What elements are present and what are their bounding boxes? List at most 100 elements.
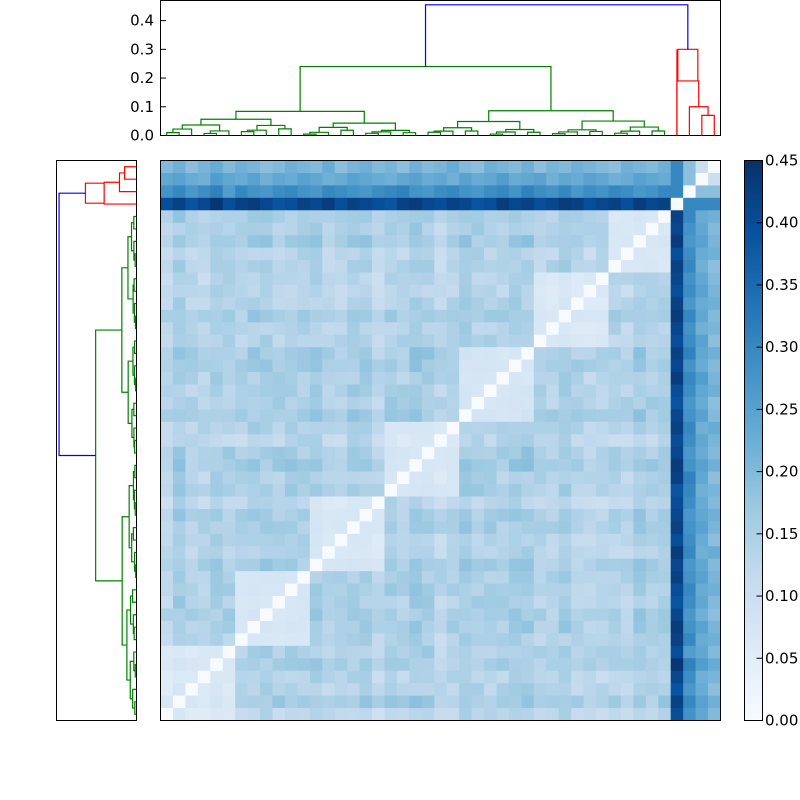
heatmap-cell bbox=[322, 160, 336, 174]
heatmap-cell bbox=[645, 235, 659, 249]
heatmap-cell bbox=[708, 272, 721, 286]
heatmap-cell bbox=[645, 620, 659, 634]
heatmap-cell bbox=[197, 185, 211, 199]
heatmap-cell bbox=[446, 434, 460, 448]
heatmap-cell bbox=[384, 633, 398, 647]
heatmap-cell bbox=[384, 235, 398, 249]
heatmap-cell bbox=[533, 359, 547, 373]
heatmap-cell bbox=[521, 583, 535, 597]
heatmap-cell bbox=[260, 596, 273, 609]
heatmap-cell bbox=[222, 347, 236, 361]
heatmap-cell bbox=[334, 459, 348, 473]
heatmap-cell bbox=[521, 210, 535, 224]
heatmap-cell bbox=[496, 197, 510, 211]
heatmap-cell bbox=[172, 284, 186, 298]
heatmap-cell bbox=[508, 334, 522, 348]
heatmap-cell bbox=[359, 645, 373, 659]
heatmap-cell bbox=[396, 172, 410, 186]
heatmap-cell bbox=[508, 210, 522, 224]
heatmap-cell bbox=[359, 235, 373, 249]
heatmap-cell bbox=[533, 272, 547, 286]
heatmap-cell bbox=[185, 309, 199, 323]
heatmap-cell bbox=[533, 484, 547, 497]
heatmap-cell bbox=[210, 596, 224, 609]
heatmap-cell bbox=[297, 683, 311, 697]
heatmap-cell bbox=[421, 546, 435, 560]
heatmap-cell bbox=[471, 533, 485, 547]
heatmap-cell bbox=[396, 309, 410, 323]
heatmap-cell bbox=[421, 633, 435, 647]
heatmap-cell bbox=[172, 247, 186, 261]
heatmap-cell bbox=[222, 608, 236, 622]
heatmap-cell bbox=[695, 409, 709, 423]
heatmap-cell bbox=[359, 284, 373, 298]
heatmap-cell bbox=[272, 508, 286, 522]
heatmap-cell bbox=[533, 645, 547, 659]
heatmap-cell bbox=[658, 633, 672, 647]
heatmap-cell bbox=[434, 260, 448, 273]
heatmap-cell bbox=[670, 608, 684, 622]
heatmap-cell bbox=[695, 434, 709, 448]
heatmap-cell bbox=[484, 309, 497, 323]
heatmap-cell bbox=[210, 322, 224, 336]
heatmap-cell bbox=[583, 695, 597, 709]
heatmap-cell bbox=[558, 546, 572, 560]
heatmap-cell bbox=[372, 396, 385, 410]
heatmap-cell bbox=[620, 372, 634, 385]
heatmap-cell bbox=[558, 384, 572, 398]
heatmap-cell bbox=[322, 708, 336, 721]
heatmap-cell bbox=[533, 322, 547, 336]
heatmap-cell bbox=[633, 608, 647, 622]
heatmap-cell bbox=[421, 658, 435, 672]
heatmap-cell bbox=[309, 571, 323, 585]
colorbar-tick-label: 0.30 bbox=[765, 338, 798, 356]
heatmap-cell bbox=[384, 322, 398, 336]
heatmap-cell bbox=[521, 683, 535, 697]
heatmap-cell bbox=[235, 172, 249, 186]
heatmap-cell bbox=[571, 533, 585, 547]
heatmap-cell bbox=[571, 284, 585, 298]
heatmap-cell bbox=[322, 620, 336, 634]
heatmap-cell bbox=[359, 533, 373, 547]
heatmap-cell bbox=[596, 421, 609, 435]
heatmap-cell bbox=[484, 334, 497, 348]
heatmap-cell bbox=[222, 396, 236, 410]
heatmap-cell bbox=[284, 210, 298, 224]
heatmap-cell bbox=[160, 297, 174, 311]
heatmap-cell bbox=[521, 409, 535, 423]
heatmap-cell bbox=[658, 160, 672, 174]
heatmap-cell bbox=[309, 608, 323, 622]
heatmap-cell bbox=[247, 596, 261, 609]
heatmap-cell bbox=[459, 645, 473, 659]
heatmap-cell bbox=[409, 409, 423, 423]
heatmap-cell bbox=[272, 571, 286, 585]
heatmap-cell bbox=[185, 172, 199, 186]
heatmap-cell bbox=[546, 546, 560, 560]
heatmap-cell bbox=[670, 272, 684, 286]
heatmap-cell bbox=[235, 384, 249, 398]
heatmap-cell bbox=[683, 284, 697, 298]
heatmap-cell bbox=[347, 446, 361, 460]
heatmap-cell bbox=[471, 571, 485, 585]
heatmap-cell bbox=[496, 322, 510, 336]
heatmap-cell bbox=[620, 645, 634, 659]
heatmap-cell bbox=[533, 260, 547, 273]
heatmap-cell bbox=[334, 297, 348, 311]
heatmap-cell bbox=[708, 708, 721, 721]
heatmap-cell bbox=[620, 508, 634, 522]
heatmap-cell bbox=[160, 633, 174, 647]
heatmap-cell bbox=[334, 446, 348, 460]
heatmap-cell bbox=[197, 396, 211, 410]
heatmap-cell bbox=[533, 384, 547, 398]
heatmap-cell bbox=[608, 260, 622, 273]
heatmap-cell bbox=[322, 459, 336, 473]
heatmap-cell bbox=[396, 571, 410, 585]
heatmap-cell bbox=[583, 558, 597, 572]
heatmap-cell bbox=[484, 521, 497, 535]
heatmap-cell bbox=[185, 533, 199, 547]
heatmap-cell bbox=[334, 558, 348, 572]
heatmap-cell bbox=[683, 583, 697, 597]
heatmap-cell bbox=[160, 471, 174, 485]
heatmap-cell bbox=[347, 185, 361, 199]
heatmap-cell bbox=[197, 334, 211, 348]
